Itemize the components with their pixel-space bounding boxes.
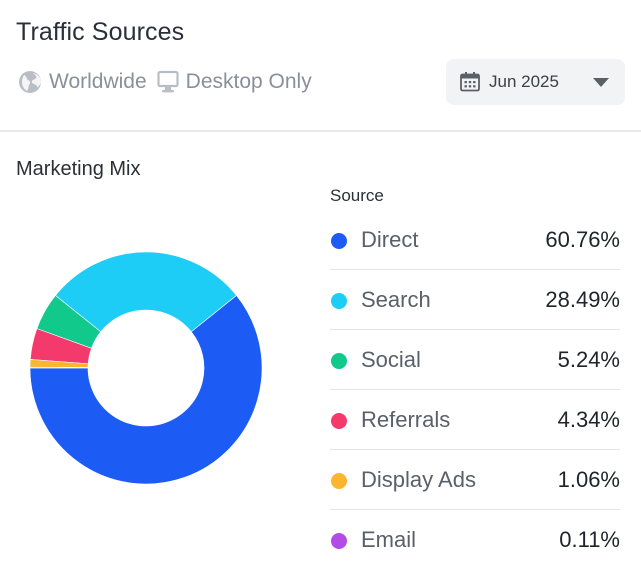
- legend-row-email[interactable]: Email 0.11%: [330, 510, 620, 570]
- region-label: Worldwide: [49, 70, 147, 93]
- legend-dot-direct: [331, 233, 347, 249]
- legend-dot-social: [331, 353, 347, 369]
- legend-dot-email: [331, 533, 347, 549]
- date-picker-button[interactable]: Jun 2025: [446, 59, 625, 105]
- legend-label-search: Search: [361, 287, 431, 312]
- legend-label-email: Email: [361, 527, 417, 552]
- desktop-icon: [157, 70, 179, 93]
- legend-dot-display-ads: [331, 473, 347, 489]
- page-title: Traffic Sources: [16, 18, 185, 46]
- legend-dot-referrals: [331, 413, 347, 429]
- legend-label-social: Social: [361, 347, 421, 372]
- legend-label-referrals: Referrals: [361, 407, 451, 432]
- calendar-icon: [460, 72, 480, 92]
- device-label: Desktop Only: [185, 70, 312, 93]
- legend-label-direct: Direct: [361, 227, 419, 252]
- donut-slice-email[interactable]: [29, 366, 89, 369]
- legend-header: Source: [330, 186, 384, 205]
- legend-row-referrals[interactable]: Referrals 4.34%: [330, 390, 620, 450]
- section-title: Marketing Mix: [16, 158, 141, 180]
- device-filter[interactable]: Desktop Only: [157, 70, 312, 94]
- legend-value-direct: 60.76%: [545, 227, 620, 252]
- donut-chart: [29, 251, 263, 485]
- legend-label-display-ads: Display Ads: [361, 467, 476, 492]
- legend: Direct 60.76% Search 28.49% Social 5.24% Refer…: [330, 210, 620, 570]
- donut-slice-search[interactable]: [55, 251, 237, 333]
- legend-dot-search: [331, 293, 347, 309]
- region-filter[interactable]: Worldwide: [18, 70, 147, 94]
- filter-bar: Worldwide Desktop Only: [18, 68, 312, 96]
- globe-icon: [19, 71, 41, 93]
- legend-value-display-ads: 1.06%: [557, 467, 620, 492]
- date-label: Jun 2025: [489, 72, 559, 91]
- legend-row-search[interactable]: Search 28.49%: [330, 270, 620, 330]
- legend-value-email: 0.11%: [559, 527, 620, 552]
- legend-row-display-ads[interactable]: Display Ads 1.06%: [330, 450, 620, 510]
- legend-row-direct[interactable]: Direct 60.76%: [330, 210, 620, 270]
- legend-row-social[interactable]: Social 5.24%: [330, 330, 620, 390]
- legend-value-social: 5.24%: [557, 347, 620, 372]
- legend-value-search: 28.49%: [545, 287, 620, 312]
- donut-slice-direct[interactable]: [29, 294, 263, 485]
- chevron-down-icon: [593, 78, 609, 87]
- header-divider: [0, 130, 641, 132]
- legend-value-referrals: 4.34%: [557, 407, 620, 432]
